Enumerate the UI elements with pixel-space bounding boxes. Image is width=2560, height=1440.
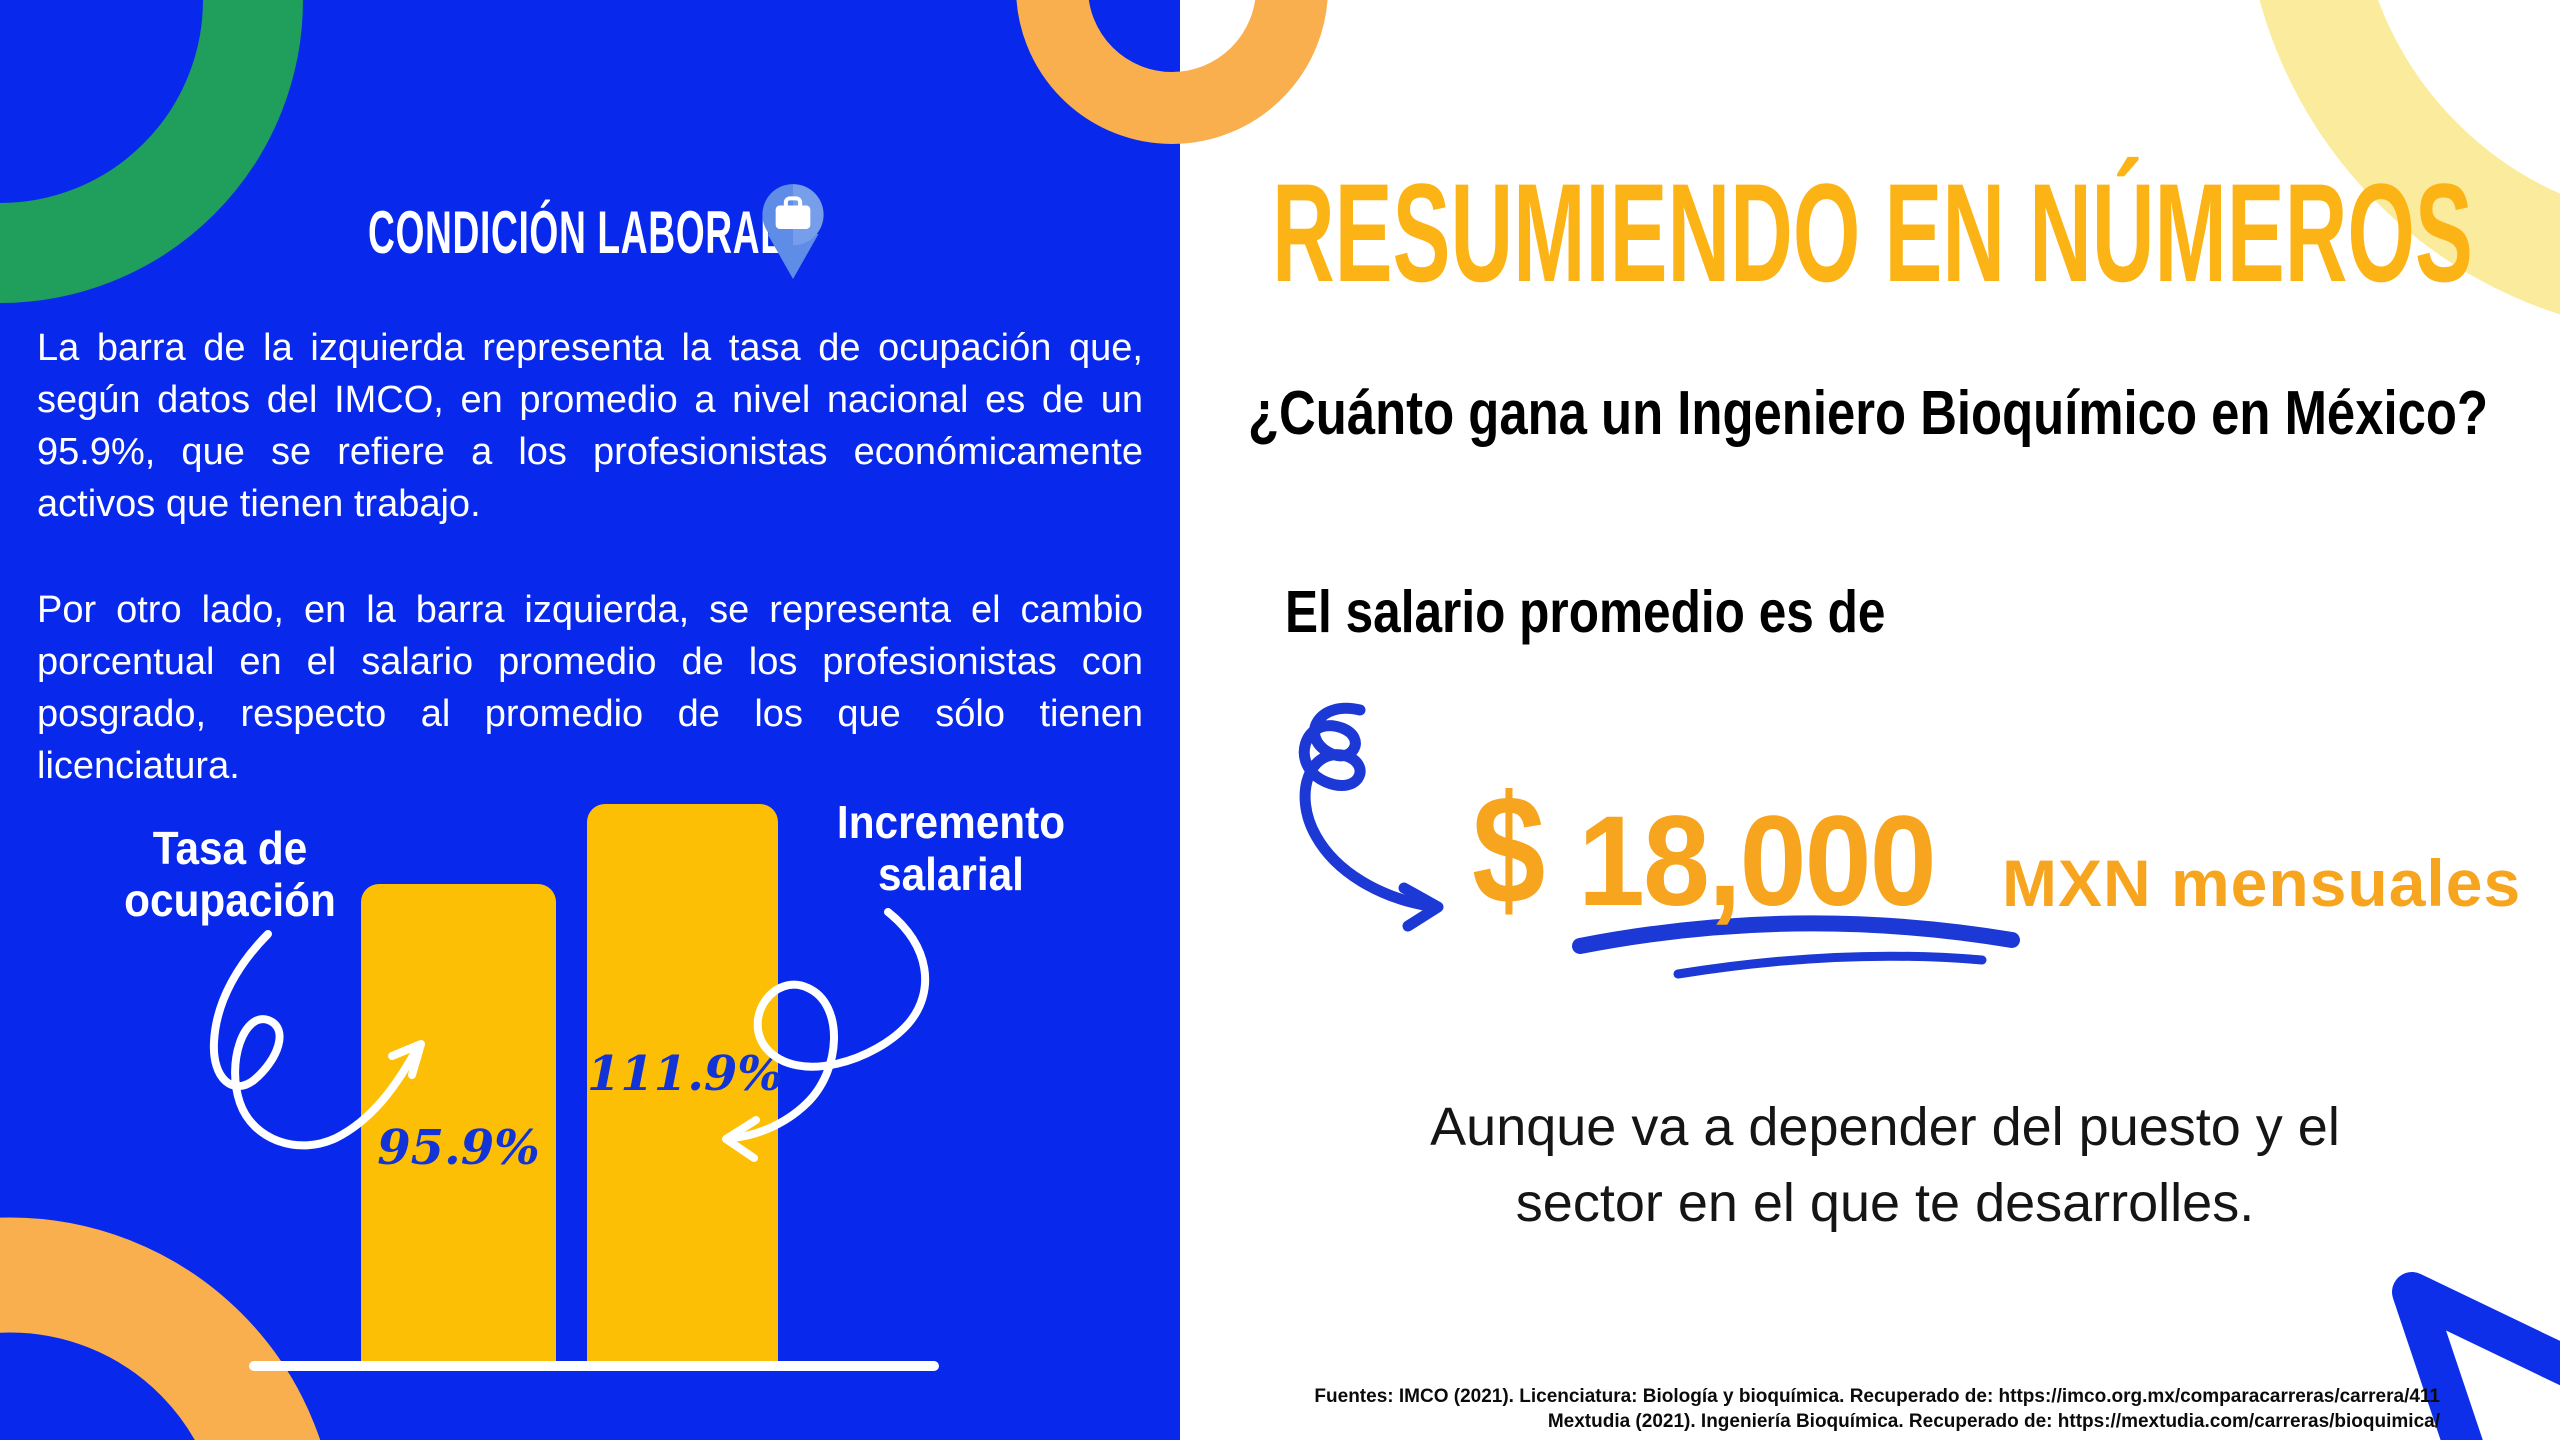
sources-block: Fuentes: IMCO (2021). Licenciatura: Biol… — [1200, 1384, 2440, 1434]
question-heading: ¿Cuánto gana un Ingeniero Bioquímico en … — [1248, 379, 2489, 448]
green-ring-decoration — [0, 0, 303, 303]
right-title: RESUMIENDO EN NÚMEROS — [1272, 154, 2473, 311]
source-line-imco: Fuentes: IMCO (2021). Licenciatura: Biol… — [1314, 1386, 2440, 1407]
bar-value-tasa: 95.9% — [377, 1120, 540, 1176]
salary-unit: MXN mensuales — [2002, 846, 2522, 920]
dollar-sign: $ — [1472, 763, 1546, 936]
left-panel: CONDICIÓN LABORAL La barra de la izquier… — [0, 0, 1180, 1440]
occupation-paragraph: La barra de la izquierda representa la t… — [37, 327, 1143, 526]
note-text: Aunque va a depender del puesto y el sec… — [1385, 1090, 2385, 1241]
salary-intro: El salario promedio es de — [1285, 579, 1886, 645]
left-title: CONDICIÓN LABORAL — [368, 199, 784, 266]
bar-label-incremento-line1: Incremento — [836, 796, 1066, 848]
bar-value-incremento: 111.9% — [587, 1046, 783, 1102]
orange-ring-decoration-bottom-left — [0, 1217, 321, 1440]
right-panel: RESUMIENDO EN NÚMEROS ¿Cuánto gana un In… — [1180, 0, 2560, 1440]
bar-label-tasa-line2: ocupación — [124, 873, 336, 926]
bar-label-incremento-line2: salarial — [878, 847, 1024, 900]
note-line1: Aunque va a depender del puesto y el — [1430, 1097, 2340, 1157]
note-line2: sector en el que te desarrolles. — [1515, 1172, 2255, 1233]
source-line-mextudia: Mextudia (2021). Ingeniería Bioquímica. … — [1547, 1411, 2440, 1433]
salary-paragraph: Por otro lado, en la barra izquierda, se… — [37, 589, 1143, 788]
chart-baseline — [249, 1361, 939, 1371]
bar-label-tasa: Tasa de ocupación — [101, 822, 359, 926]
salary-amount: 18,000 — [1578, 790, 1937, 933]
bar-label-incremento: Incremento salarial — [822, 796, 1080, 900]
briefcase-pin-icon — [762, 184, 824, 279]
bar-label-tasa-line1: Tasa de — [152, 822, 308, 874]
